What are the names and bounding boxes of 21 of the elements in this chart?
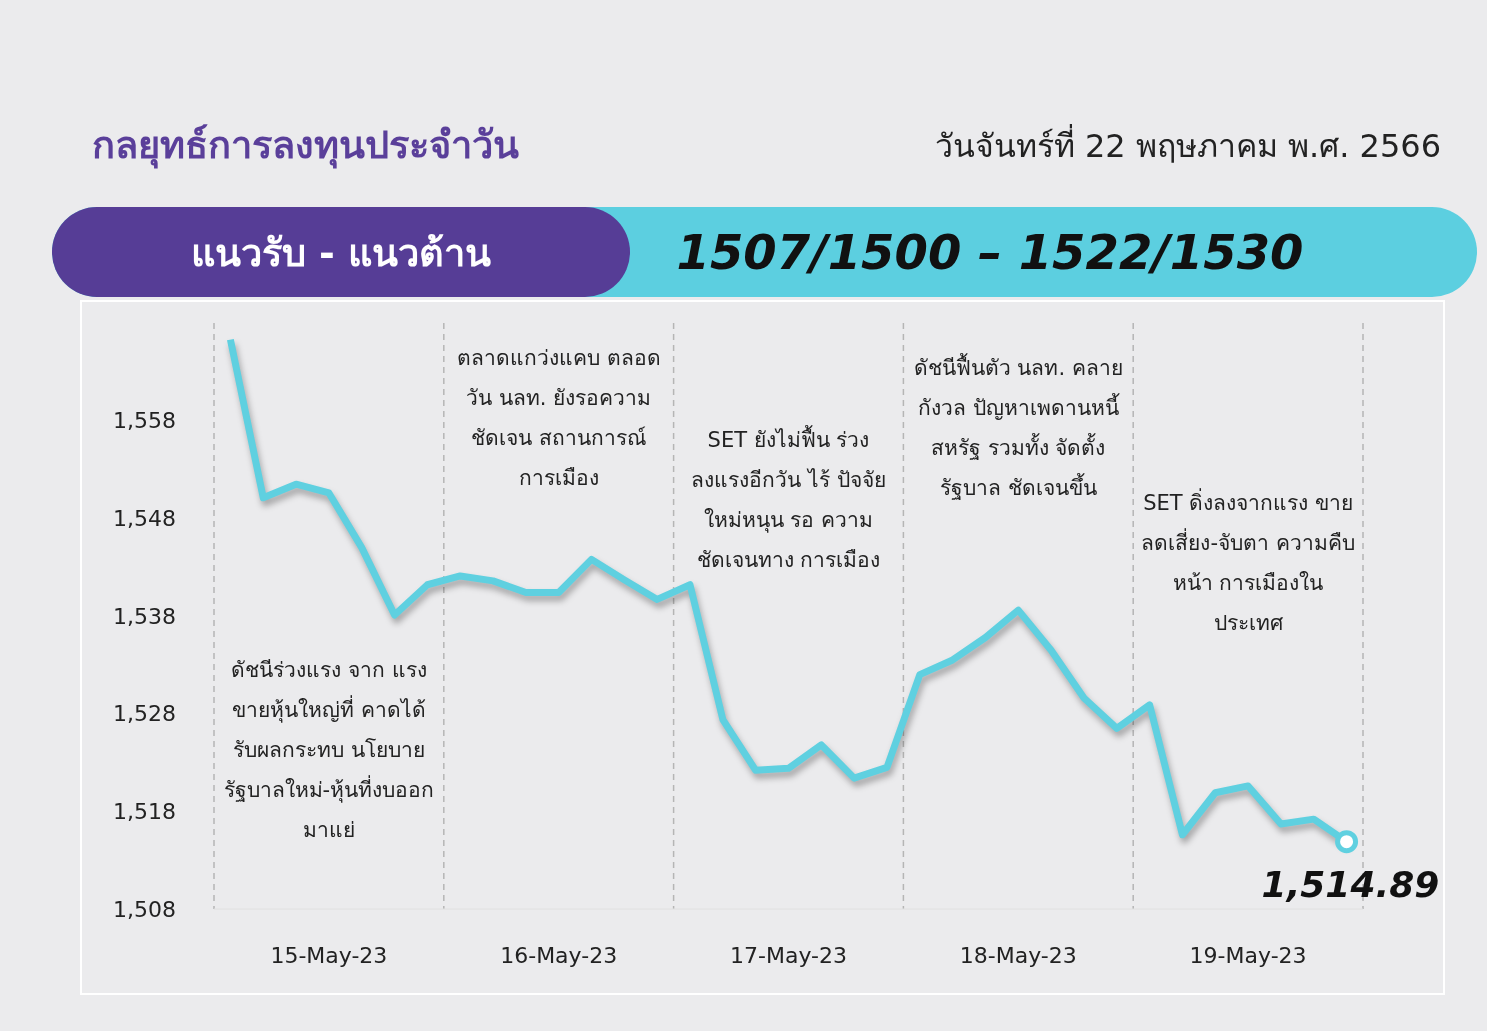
x-tick-label: 19-May-23 [1189,942,1307,968]
y-tick-label: 1,548 [113,506,176,532]
y-tick-label: 1,518 [113,799,176,825]
text: 1507/1500 – 1522/1530 [675,223,1305,282]
chart-subtitle: วันจันทร์ที่ 22 พฤษภาคม พ.ศ. 2566 [934,123,1441,167]
annotation: ดัชนีร่วงแรง จาก แรงขายหุ้นใหญ่ที่ คาดได้รับผลกระทบ นโยบายรัฐบาลใหม่-หุ้นที่งบออกมาแย่ [222,657,436,844]
annotation: ดัชนีฟื้นตัว นลท. คลายกังวล ปัญหาเพดานหนี้ สหรัฐ รวมทั้ง จัดตั้งรัฐบาล ชัดเจนขึ้น [912,352,1124,502]
x-tick-label: 15-May-23 [270,942,388,968]
y-tick-label: 1,558 [113,408,176,434]
text: แนวรับ - แนวต้าน [52,207,630,297]
annotation: ตลาดแกว่งแคบ ตลอดวัน นลท. ยังรอความชัดเจน สถานการณ์ การเมือง [455,345,662,492]
y-tick-label: 1,508 [113,896,176,922]
chart-title: กลยุทธ์การลงทุนประจำวัน [92,122,519,171]
y-tick-label: 1,528 [113,701,176,727]
x-tick-label: 18-May-23 [959,942,1077,968]
x-tick-label: 16-May-23 [500,942,618,968]
x-tick-label: 17-May-23 [730,942,847,968]
annotation: SET ดิ่งลงจากแรง ขายลดเสี่ยง-จับตา ความคืบหน้า การเมืองในประเทศ [1140,487,1356,637]
annotation: 1,514.89 [1261,864,1440,905]
y-tick-label: 1,538 [113,603,176,629]
annotation: SET ยังไม่ฟื้น ร่วง ลงแรงอีกวัน ไร้ ปัจจัยใหม่หนุน รอ ความชัดเจนทาง การเมือง [690,424,887,574]
